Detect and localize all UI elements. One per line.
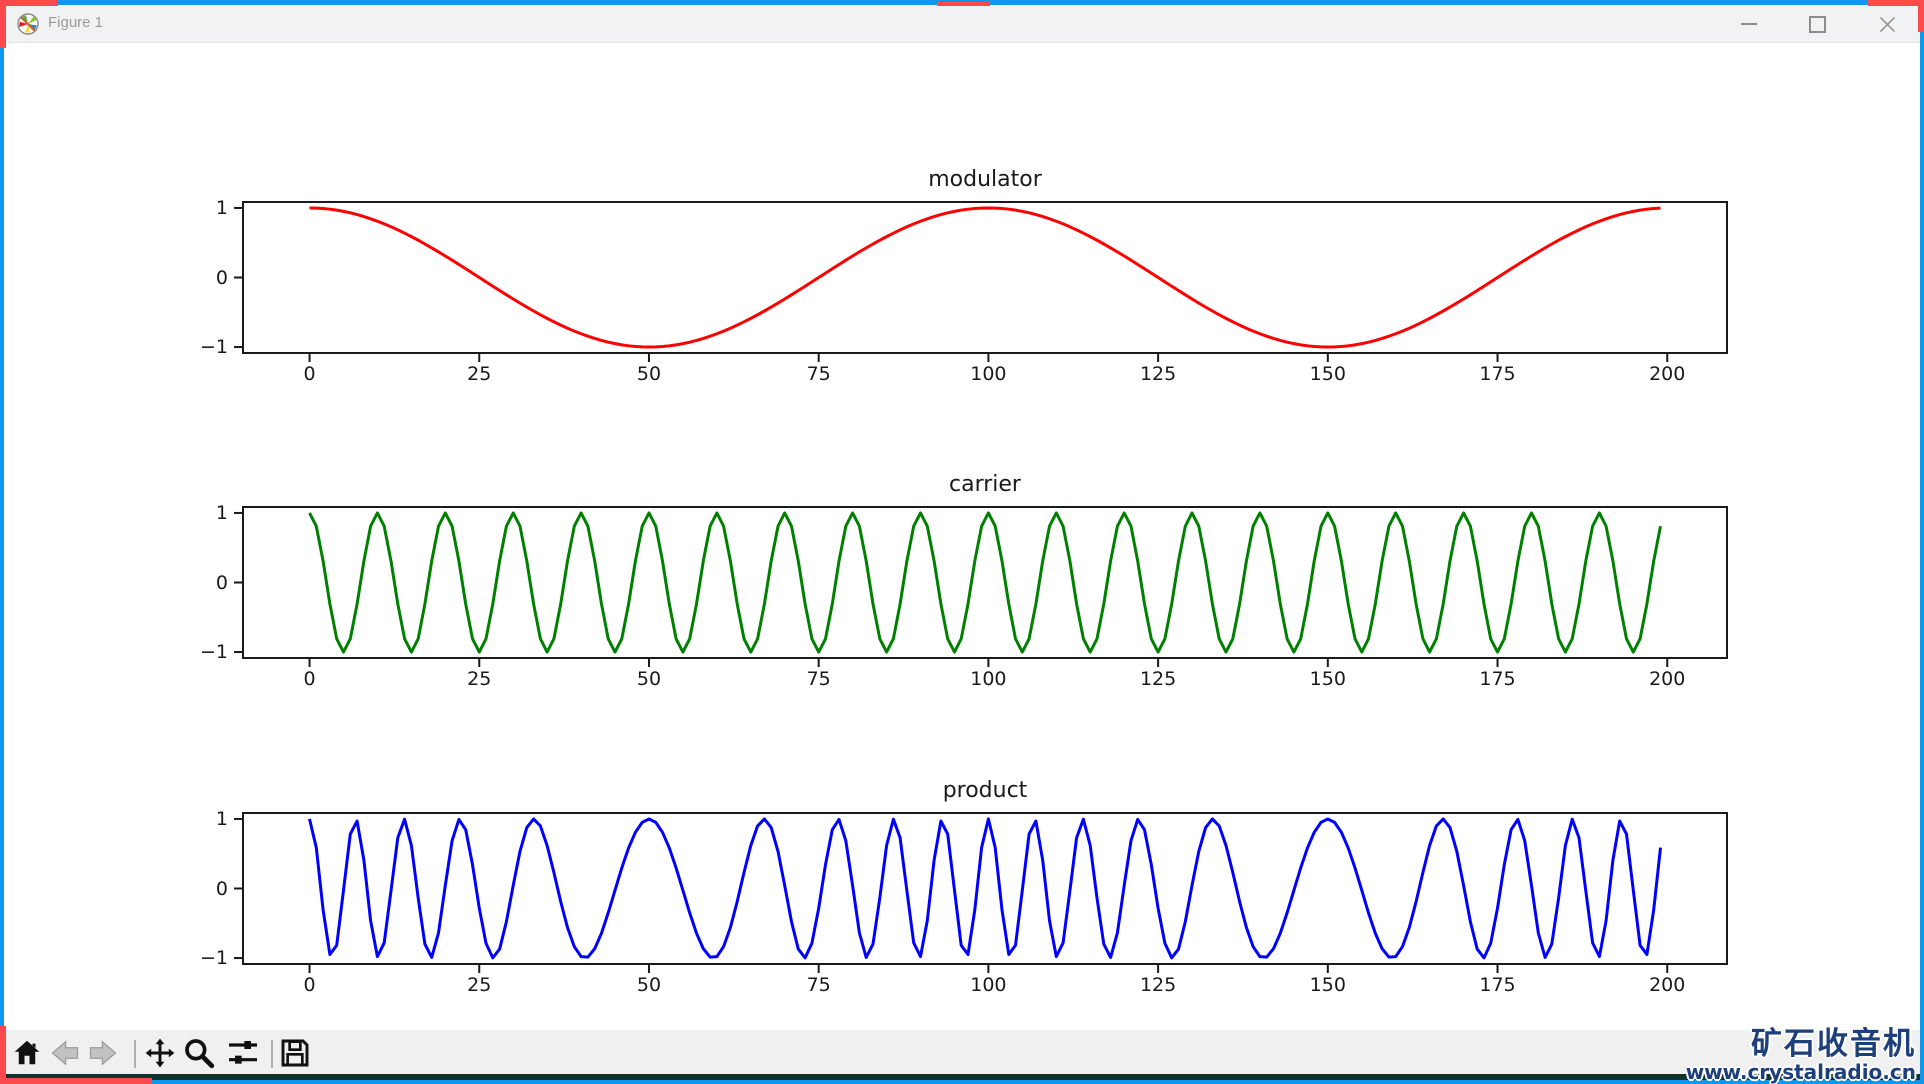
magnifier-icon: [185, 1039, 215, 1069]
highlight-mark: [1868, 0, 1924, 6]
y-tick-label: 0: [215, 877, 228, 900]
back-button[interactable]: [48, 1037, 82, 1069]
axes-spines: [242, 506, 1728, 659]
toolbar-separator: [271, 1040, 273, 1068]
x-tick-label: 0: [303, 668, 316, 690]
chart-title: modulator: [928, 167, 1042, 192]
highlight-mark: [0, 1026, 6, 1084]
desktop-strip: [4, 1074, 1920, 1081]
maximize-button[interactable]: [1797, 9, 1837, 39]
x-tick-label: 25: [467, 668, 492, 690]
matplotlib-logo-icon: [17, 13, 39, 35]
y-tick-label: 1: [215, 501, 228, 524]
toolbar-separator: [134, 1040, 136, 1068]
configure-subplots-button[interactable]: [226, 1037, 260, 1069]
x-tick-label: 100: [970, 974, 1007, 996]
highlight-mark: [937, 2, 990, 6]
subplot-carrier: carrier 0 25 50 75 100 125 150 175 200 1 0 −1: [200, 472, 1728, 690]
window-border-left: [0, 0, 4, 1084]
signal-line: [308, 817, 1662, 960]
close-button[interactable]: [1867, 9, 1907, 39]
x-tick-label: 50: [636, 363, 662, 385]
chart-title: product: [942, 778, 1028, 803]
product-plot: [234, 812, 1728, 973]
chart-title: carrier: [949, 472, 1021, 497]
home-icon: [14, 1040, 40, 1065]
x-tick-label: 50: [636, 668, 662, 690]
figure-canvas[interactable]: modulator 0 25 50 75 100 125 150 175 200 1 0 −1 car…: [4, 42, 1920, 1030]
close-icon: [1879, 16, 1895, 32]
forward-button[interactable]: [86, 1037, 120, 1069]
y-tick-label: 0: [215, 571, 228, 594]
axes-spines: [242, 201, 1728, 354]
highlight-mark: [1918, 0, 1924, 32]
minimize-button[interactable]: [1729, 9, 1769, 39]
x-tick-label: 0: [303, 974, 316, 996]
y-tick-label: 0: [215, 266, 228, 289]
forward-arrow-icon: [89, 1040, 117, 1066]
y-tick-label: 1: [215, 196, 228, 219]
x-tick-label: 75: [806, 974, 831, 996]
x-tick-label: 100: [970, 668, 1007, 690]
x-tick-label: 150: [1309, 974, 1346, 996]
x-tick-label: 150: [1309, 363, 1346, 385]
x-tick-label: 125: [1139, 668, 1177, 690]
y-tick-label: −1: [199, 947, 228, 970]
x-tick-label: 175: [1479, 668, 1516, 690]
x-tick-label: 25: [467, 974, 492, 996]
signal-line: [308, 511, 1662, 654]
window-border-right: [1920, 0, 1924, 1084]
y-tick-label: 1: [215, 807, 228, 830]
x-tick-label: 125: [1139, 974, 1177, 996]
highlight-mark: [0, 1078, 152, 1084]
axes-spines: [242, 812, 1728, 965]
highlight-mark: [0, 0, 58, 6]
maximize-icon: [1808, 15, 1826, 33]
x-tick-label: 75: [806, 363, 831, 385]
subplot-product: product 0 25 50 75 100 125 150 175 200 1 0 −1: [200, 778, 1728, 996]
navigation-toolbar: [4, 1030, 1920, 1074]
window-border-bottom: [0, 1080, 1924, 1084]
x-tick-label: 200: [1649, 363, 1686, 385]
save-icon: [281, 1039, 309, 1067]
highlight-mark: [0, 0, 6, 48]
y-tick-label: −1: [199, 641, 228, 664]
modulator-plot: [234, 201, 1728, 362]
x-tick-label: 125: [1139, 363, 1177, 385]
back-arrow-icon: [51, 1040, 79, 1066]
carrier-plot: [234, 506, 1728, 667]
x-tick-label: 200: [1649, 974, 1686, 996]
save-figure-button[interactable]: [278, 1037, 312, 1069]
window-title: Figure 1: [48, 14, 104, 31]
x-tick-label: 75: [806, 668, 831, 690]
sliders-icon: [229, 1041, 257, 1064]
x-tick-label: 175: [1479, 363, 1516, 385]
home-button[interactable]: [10, 1037, 44, 1069]
pan-icon: [145, 1038, 175, 1068]
x-tick-label: 150: [1309, 668, 1346, 690]
zoom-button[interactable]: [182, 1037, 216, 1069]
minimize-icon: [1741, 23, 1757, 25]
x-tick-label: 200: [1649, 668, 1686, 690]
pan-button[interactable]: [143, 1037, 177, 1069]
signal-line: [309, 206, 1661, 349]
x-tick-label: 175: [1479, 974, 1516, 996]
x-tick-label: 25: [467, 363, 492, 385]
y-tick-label: −1: [199, 336, 228, 359]
x-tick-label: 100: [970, 363, 1007, 385]
x-tick-label: 50: [636, 974, 662, 996]
title-bar[interactable]: Figure 1: [4, 5, 1920, 43]
subplot-modulator: modulator 0 25 50 75 100 125 150 175 200 1 0 −1: [200, 167, 1728, 385]
x-tick-label: 0: [303, 363, 316, 385]
